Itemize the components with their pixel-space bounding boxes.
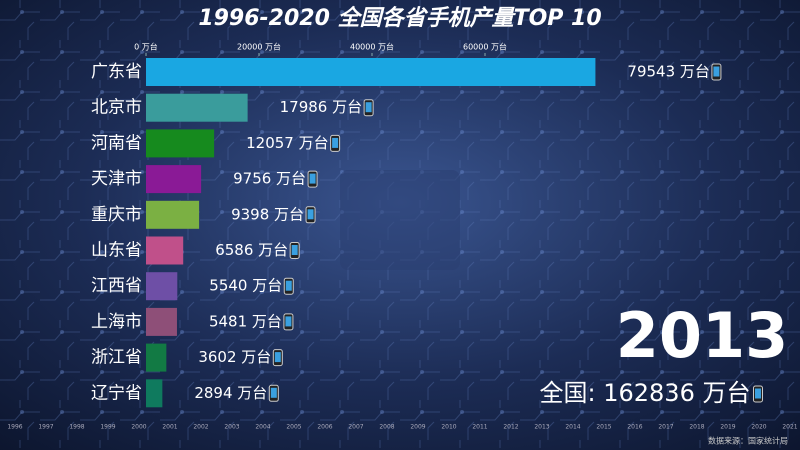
- timeline-label: 2011: [472, 424, 487, 431]
- phone-screen: [285, 316, 292, 327]
- bar: [146, 93, 248, 122]
- timeline-label: 1997: [38, 424, 53, 431]
- timeline-label: 1999: [100, 424, 115, 431]
- bar: [146, 129, 215, 158]
- x-tick-label: 60000 万台: [463, 42, 507, 52]
- bar: [146, 307, 177, 336]
- timeline-label: 2003: [224, 424, 239, 431]
- value-label: 12057 万台: [246, 134, 329, 152]
- bar: [146, 272, 178, 301]
- phone-screen: [307, 209, 314, 220]
- timeline-label: 2020: [751, 424, 766, 431]
- y-tick-label: 河南省: [91, 133, 142, 153]
- timeline-label: 2012: [503, 424, 518, 431]
- timeline-label: 2005: [286, 424, 301, 431]
- phone-screen: [309, 173, 316, 184]
- bar: [146, 379, 163, 408]
- timeline-label: 2009: [410, 424, 425, 431]
- y-tick-label: 天津市: [91, 169, 142, 189]
- timeline-label: 2008: [379, 424, 394, 431]
- x-tick-label: 40000 万台: [350, 42, 394, 52]
- value-label: 2894 万台: [194, 384, 267, 402]
- value-label: 5540 万台: [209, 277, 282, 295]
- y-tick-label: 浙江省: [91, 348, 142, 368]
- y-tick-label: 上海市: [91, 312, 142, 332]
- timeline-label: 2018: [689, 424, 704, 431]
- value-label: 5481 万台: [209, 312, 282, 330]
- phone-screen: [365, 102, 372, 113]
- timeline-label: 2000: [131, 424, 146, 431]
- phone-screen: [713, 66, 720, 77]
- y-tick-label: 山东省: [91, 241, 142, 261]
- value-label: 9756 万台: [233, 170, 306, 188]
- timeline-label: 2013: [534, 424, 549, 431]
- bar: [146, 58, 596, 86]
- year: 2013: [616, 299, 789, 372]
- phone-screen: [332, 137, 339, 148]
- phone-screen: [291, 245, 298, 255]
- timeline-label: 2021: [782, 424, 797, 431]
- timeline-label: 1996: [7, 424, 22, 431]
- timeline-label: 2002: [193, 424, 208, 431]
- y-tick-label: 重庆市: [91, 205, 142, 225]
- value-label: 9398 万台: [231, 205, 304, 223]
- timeline-label: 2010: [441, 424, 456, 431]
- bar: [146, 165, 202, 194]
- timeline-label: 2014: [565, 424, 580, 431]
- chip-decoration: [340, 170, 460, 270]
- phone-screen: [274, 352, 281, 363]
- timeline-label: 2001: [162, 424, 177, 431]
- source: 数据来源：国家统计局: [708, 436, 788, 446]
- timeline-label: 2019: [720, 424, 735, 431]
- chart-title: 1996-2020 全国各省手机产量TOP 10: [198, 5, 601, 31]
- bar: [146, 343, 167, 372]
- value-label: 79543 万台: [627, 63, 710, 81]
- bar: [146, 200, 200, 229]
- x-tick-label: 0 万台: [134, 42, 158, 52]
- timeline-label: 2015: [596, 424, 611, 431]
- timeline-label: 2017: [658, 424, 673, 431]
- x-tick-label: 20000 万台: [237, 42, 281, 52]
- timeline-label: 2004: [255, 424, 270, 431]
- y-tick-label: 北京市: [91, 98, 142, 118]
- total: 全国: 162836 万台: [540, 379, 751, 407]
- timeline-label: 2016: [627, 424, 642, 431]
- value-label: 3602 万台: [198, 348, 271, 366]
- y-tick-label: 江西省: [91, 276, 142, 296]
- phone-screen: [754, 388, 761, 399]
- value-label: 6586 万台: [215, 241, 288, 259]
- timeline-label: 2007: [348, 424, 363, 431]
- timeline-label: 2006: [317, 424, 332, 431]
- phone-screen: [270, 387, 277, 398]
- y-tick-label: 广东省: [91, 62, 142, 82]
- timeline-label: 1998: [69, 424, 84, 431]
- value-label: 17986 万台: [280, 98, 363, 116]
- y-tick-label: 辽宁省: [91, 383, 142, 403]
- bar: [146, 236, 184, 265]
- phone-screen: [285, 280, 292, 291]
